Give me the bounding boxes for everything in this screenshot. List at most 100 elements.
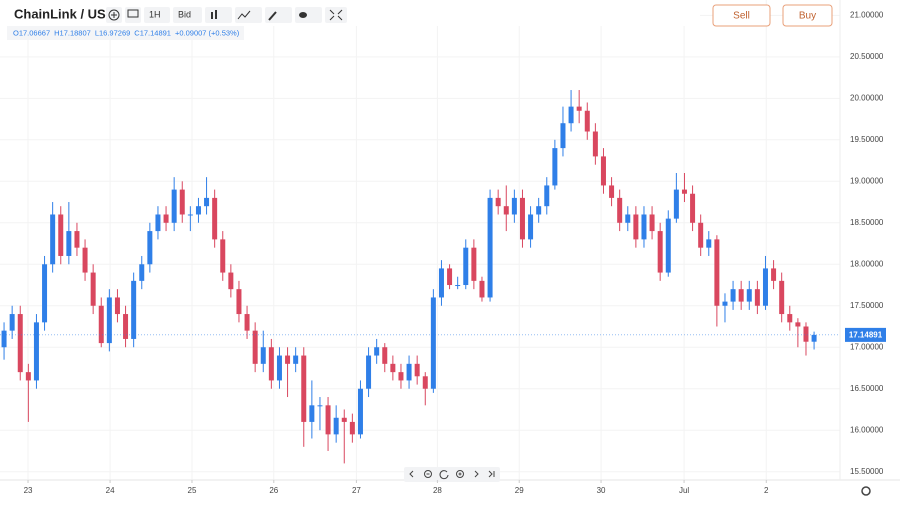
candle-body [722,301,728,306]
candle-body [771,268,777,281]
y-tick-label: 18.00000 [850,259,884,268]
sell-label[interactable]: Sell [733,11,750,22]
y-tick-label: 20.00000 [850,93,884,102]
candle-body [50,214,56,265]
settings-icon[interactable] [861,486,871,496]
candle-body [9,314,15,331]
candle-body [455,285,461,287]
candle-body [276,355,282,381]
ohlc-value: C17.14891 [134,28,171,37]
candle-body [220,239,226,273]
candle-body [374,347,380,356]
candle-body [706,239,712,248]
grid [0,0,840,480]
candle-body [366,355,372,389]
candle-body [714,239,720,306]
candle-body [471,247,477,281]
candle-body [98,305,104,344]
x-tick-label: 27 [352,486,361,495]
candle-body [398,372,404,381]
buy-label[interactable]: Buy [799,11,816,22]
ohlc-value: L16.97269 [95,28,130,37]
candle-body [25,372,31,381]
candle-body [528,214,534,240]
candle-body [803,326,809,342]
candle-body [90,272,96,306]
x-tick-label: 26 [269,486,278,495]
candle-body [123,314,129,339]
y-tick-label: 15.50000 [850,467,884,476]
buy-button[interactable] [782,4,833,27]
candle-body [698,222,704,248]
candle-body [438,268,444,298]
candle-body [511,197,517,215]
candle-body [519,197,525,240]
x-tick-label: 2 [764,486,769,495]
candle-body [131,280,137,339]
candle-body [285,355,291,364]
candle-body [738,289,744,302]
candle-body [495,197,501,207]
ohlc-legend: O17.06667 H17.18807 L16.97269 C17.14891 +0.0… [7,26,244,40]
candles [1,90,817,464]
candle-body [228,272,234,290]
x-tick-label: 28 [433,486,442,495]
current-price-tag [845,327,886,342]
candle-body [592,131,598,157]
candle-body [390,363,396,373]
candle-body [66,231,72,256]
x-tick-label: Jul [679,486,689,495]
zoom-controls[interactable] [404,467,500,482]
candle-body [406,363,412,381]
candle-body [252,330,258,364]
toolbar-icons[interactable] [106,7,347,23]
candle-body [487,197,493,298]
price-side-selector[interactable]: Bid [178,9,191,19]
candle-body [74,231,80,248]
candle-body [754,289,760,306]
candle-body [560,123,566,149]
candle-body [503,206,509,215]
candle-body [33,322,39,381]
y-tick-label: 17.00000 [850,342,884,351]
x-tick-label: 30 [597,486,606,495]
candle-body [114,297,120,315]
candle-body [657,231,663,273]
y-tick-label: 20.50000 [850,52,884,61]
candle-body [82,247,88,273]
candle-body [779,280,785,315]
candle-body [730,289,736,302]
candle-body [236,289,242,315]
candle-body [179,189,185,215]
candle-body [690,193,696,223]
candle-body [811,334,817,342]
candle-body [155,214,161,232]
candle-body [609,185,615,198]
candle-body [552,148,558,186]
candle-body [1,330,7,348]
candle-body [787,314,793,323]
interval-selector[interactable]: 1H [149,9,161,19]
x-tick-label: 25 [188,486,197,495]
candle-body [58,214,64,256]
candle-body [762,268,768,306]
candle-body [187,214,193,216]
candle-body [414,363,420,377]
candle-body [665,218,671,273]
y-tick-label: 16.50000 [850,384,884,393]
candle-body [204,197,210,207]
y-tick-label: 19.00000 [850,176,884,185]
y-tick-label: 19.50000 [850,135,884,144]
candle-body [568,106,574,124]
candle-body [171,189,177,223]
candle-body [17,314,23,373]
candle-body [422,376,428,389]
candle-body [795,322,801,327]
candle-body [633,214,639,240]
candle-body [244,314,250,331]
sell-button[interactable] [712,4,771,27]
x-tick-label: 24 [106,486,115,495]
candle-body [382,347,388,364]
ohlc-value: H17.18807 [54,28,91,37]
